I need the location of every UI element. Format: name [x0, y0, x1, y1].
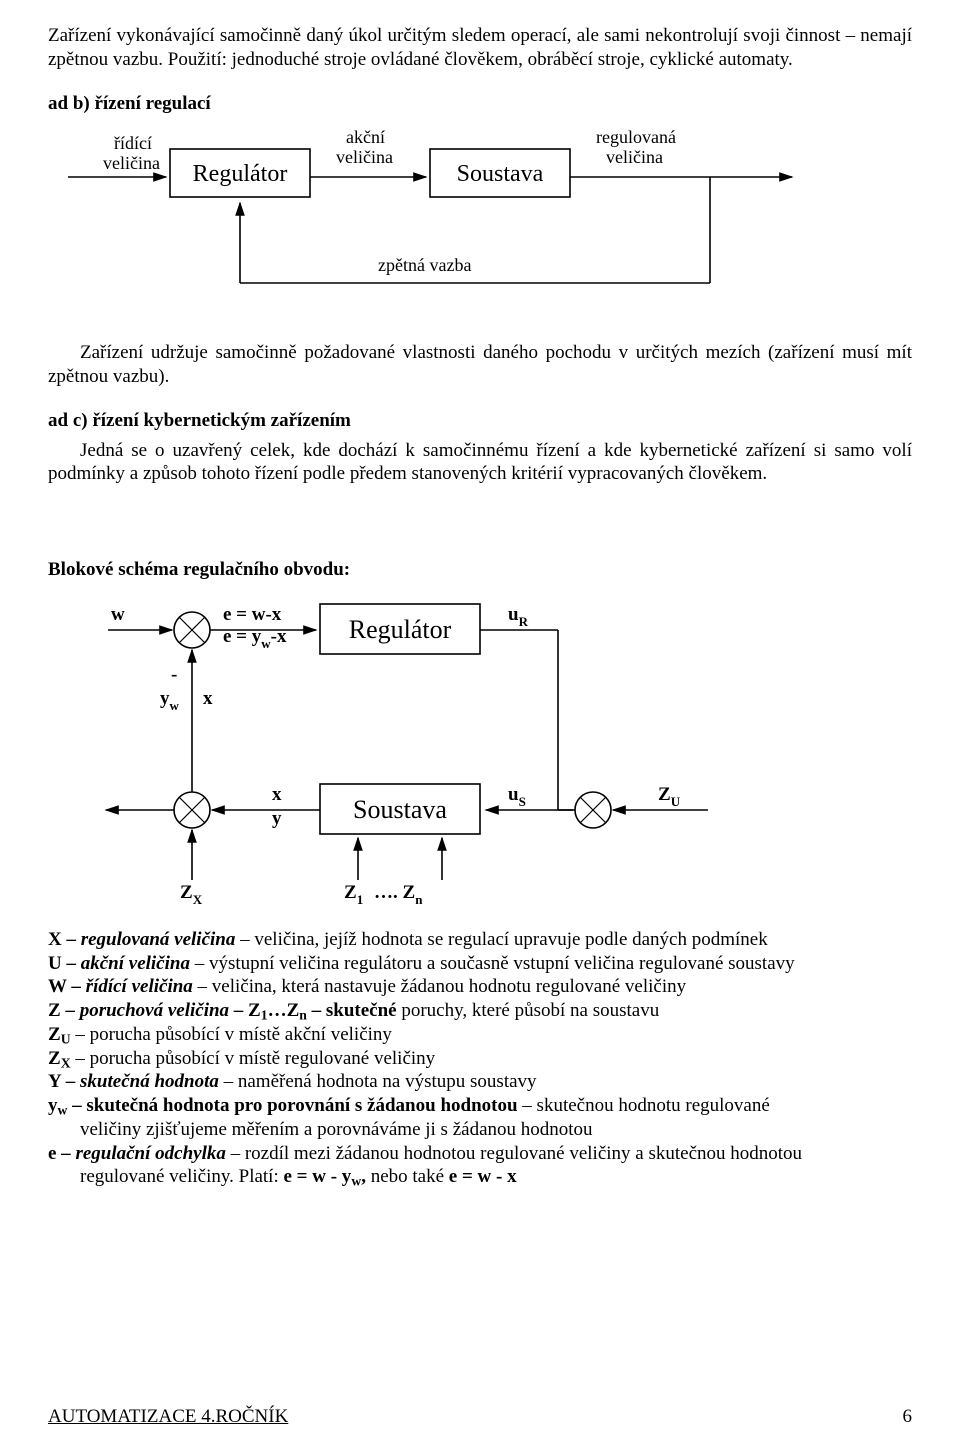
- diagram-blokove: w e = w-x e = yw-x Regulátor uR ZU: [48, 590, 912, 910]
- lbl-ZU: ZU: [658, 784, 681, 809]
- lbl-e1: e = w-x: [223, 604, 282, 625]
- lbl-akcni-2: veličina: [336, 147, 393, 167]
- section-c-heading: ad c) řízení kybernetickým zařízením: [48, 409, 912, 433]
- lbl-Zn: …. Zn: [374, 882, 423, 907]
- diagram-regulation: řídící veličina Regulátor akční veličina…: [48, 123, 912, 323]
- box-regulator-2: Regulátor: [349, 615, 452, 644]
- lbl-regulovana-2: veličina: [606, 147, 663, 167]
- box-soustava: Soustava: [457, 161, 544, 187]
- definition-line: ZU – porucha působící v místě akční veli…: [48, 1023, 912, 1047]
- footer-title: AUTOMATIZACE 4.ROČNÍK: [48, 1405, 288, 1429]
- definition-line: W – řídící veličina – veličina, která na…: [48, 975, 912, 999]
- lbl-w: w: [111, 604, 125, 625]
- lbl-ridici-2: veličina: [103, 153, 160, 173]
- lbl-akcni-1: akční: [346, 127, 385, 147]
- definition-line: e – regulační odchylka – rozdíl mezi žád…: [48, 1142, 912, 1166]
- intro-paragraph: Zařízení vykonávající samočinně daný úko…: [48, 24, 912, 72]
- blokove-heading: Blokové schéma regulačního obvodu:: [48, 558, 912, 582]
- definition-line: Z – poruchová veličina – Z1…Zn – skutečn…: [48, 999, 912, 1023]
- definition-line: X – regulovaná veličina – veličina, její…: [48, 928, 912, 952]
- lbl-uS: uS: [508, 784, 526, 809]
- lbl-x2: x: [272, 784, 282, 805]
- definition-line: yw – skutečná hodnota pro porovnání s žá…: [48, 1094, 912, 1118]
- section-b-heading: ad b) řízení regulací: [48, 92, 912, 116]
- footer-page: 6: [903, 1405, 913, 1429]
- box-regulator: Regulátor: [193, 161, 288, 187]
- lbl-regulovana-1: regulovaná: [596, 127, 676, 147]
- lbl-x: x: [203, 688, 213, 709]
- definition-line: U – akční veličina – výstupní veličina r…: [48, 952, 912, 976]
- lbl-minus: -: [171, 664, 177, 685]
- page-footer: AUTOMATIZACE 4.ROČNÍK 6: [48, 1405, 912, 1429]
- lbl-zpetna: zpětná vazba: [378, 255, 471, 275]
- lbl-yw: yw: [160, 688, 180, 713]
- lbl-ZX: ZX: [180, 882, 203, 907]
- section-b-paragraph: Zařízení udržuje samočinně požadované vl…: [48, 341, 912, 389]
- definitions-block: X – regulovaná veličina – veličina, její…: [48, 928, 912, 1189]
- lbl-ridici-1: řídící: [114, 133, 152, 153]
- definition-line: regulované veličiny. Platí: e = w - yw, …: [48, 1165, 912, 1189]
- box-soustava-2: Soustava: [353, 795, 447, 824]
- lbl-Z1: Z1: [344, 882, 363, 907]
- lbl-uR: uR: [508, 604, 529, 629]
- lbl-y: y: [272, 808, 282, 829]
- definition-line: ZX – porucha působící v místě regulované…: [48, 1047, 912, 1071]
- definition-line: Y – skutečná hodnota – naměřená hodnota …: [48, 1070, 912, 1094]
- definition-line: veličiny zjišťujeme měřením a porovnávám…: [48, 1118, 912, 1142]
- section-c-paragraph: Jedná se o uzavřený celek, kde dochází k…: [48, 439, 912, 487]
